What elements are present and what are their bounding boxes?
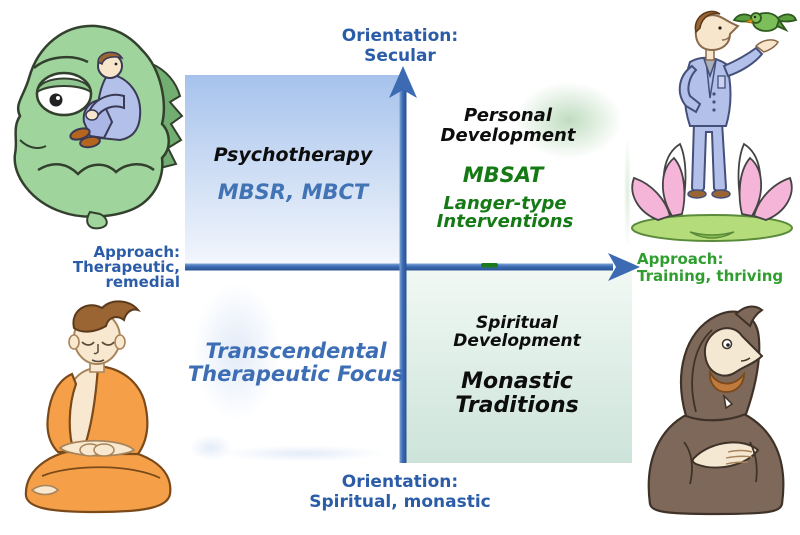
axis-label-spiritual: Orientation: Spiritual, monastic (309, 472, 491, 512)
spiritual-development-label: Spiritual Development (453, 313, 581, 352)
lotus-leaf (631, 214, 793, 242)
fish-pupil (49, 93, 63, 107)
mbsr-mbct-label: MBSR, MBCT (217, 180, 369, 204)
monk-robe (80, 364, 149, 456)
axis-label-training: Approach: Training, thriving (637, 250, 784, 285)
bird-icon (732, 12, 798, 33)
transcendental-focus-label: Transcendental Therapeutic Focus (187, 339, 405, 386)
psychotherapy-label: Psychotherapy (213, 144, 373, 166)
monastic-traditions-label: Monastic Traditions (455, 369, 579, 419)
hooded-monk-hands (691, 441, 760, 469)
mbsat-label: MBSAT (462, 163, 544, 187)
quadrant-bottom-right (406, 271, 632, 463)
fish-brow (33, 55, 89, 69)
monk-closed-eyes (81, 341, 115, 346)
quadrant-top-left (185, 75, 400, 264)
personal-development-label: Personal Development (440, 105, 576, 147)
monk-foot (30, 484, 60, 496)
fish-bottom-tail (86, 210, 108, 230)
hooded-monk-face (703, 327, 764, 377)
fish-eyelid (35, 77, 93, 95)
axis-label-therapeutic: Approach: Therapeutic, remedial (72, 243, 180, 291)
monk-hair (72, 300, 141, 333)
hooded-monk-illustration (647, 305, 785, 516)
lotus-man-illustration (631, 10, 798, 242)
meditating-monk-illustration (24, 300, 172, 514)
monk-legs (24, 446, 172, 514)
quadrant-top-right (406, 75, 632, 264)
fish-creature-illustration (13, 24, 184, 230)
lotus-petals (631, 142, 793, 221)
open-hand (754, 39, 779, 53)
horizontal-axis-line (185, 263, 613, 271)
langer-interventions-label: Langer-type Interventions (436, 193, 574, 232)
lotus-front-leaf (689, 231, 735, 239)
sitting-man (69, 51, 142, 149)
axis-label-secular: Orientation: Secular (341, 26, 459, 66)
hooded-monk-beard (708, 368, 745, 393)
quadrant-bottom-left (185, 271, 400, 463)
standing-man (678, 10, 779, 199)
fish-mouth-wave (37, 162, 155, 176)
